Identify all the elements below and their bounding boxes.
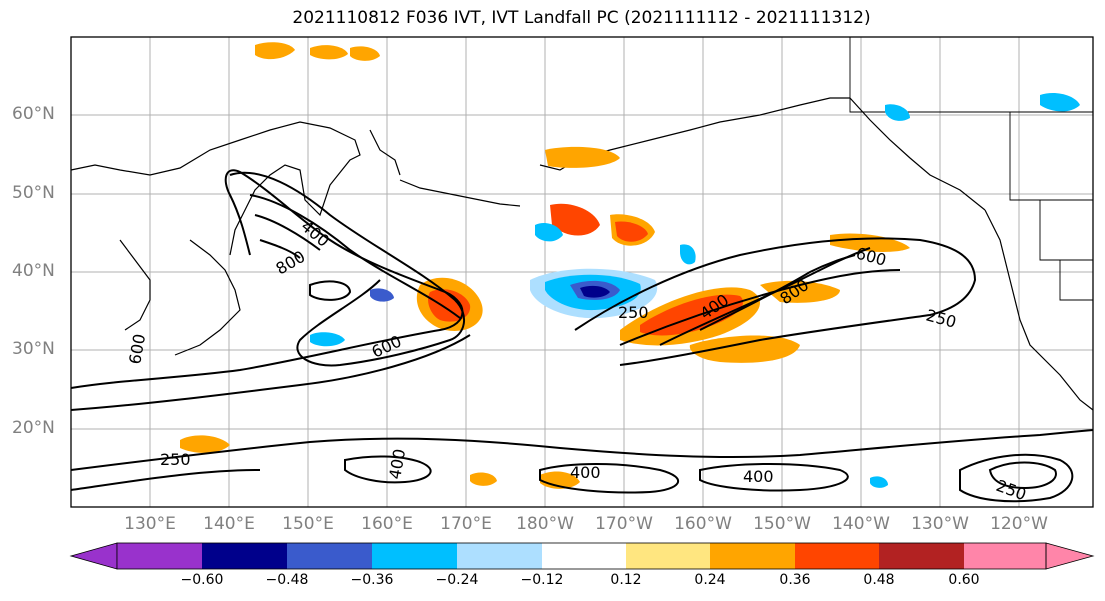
colorbar-tick: 0.24: [694, 572, 726, 588]
colorbar-extend-right: [1045, 542, 1095, 570]
lon-label-120w: 120°W: [990, 514, 1048, 534]
lon-label-160w: 160°W: [674, 514, 732, 534]
colorbar-tick: −0.12: [520, 572, 564, 588]
lat-label-50n: 50°N: [12, 183, 55, 203]
map-title: 2021110812 F036 IVT, IVT Landfall PC (20…: [292, 8, 871, 28]
contour-label: 250: [160, 450, 191, 469]
lon-label-170w: 170°W: [595, 514, 653, 534]
political-borders: [849, 37, 1093, 301]
colorbar-segment: [287, 543, 372, 569]
colorbar-segment: [457, 543, 542, 569]
colorbar-segment: [542, 543, 626, 569]
lat-label-60n: 60°N: [12, 104, 55, 124]
colorbar-tick: −0.60: [180, 572, 224, 588]
lon-label-130e: 130°E: [124, 514, 176, 534]
contour-label: 400: [743, 467, 774, 486]
lon-label-150e: 150°E: [282, 514, 334, 534]
colorbar-tick: −0.48: [265, 572, 309, 588]
colorbar-tick: 0.48: [863, 572, 895, 588]
colorbar-tick: 0.36: [779, 572, 811, 588]
colorbar-segment: [117, 543, 202, 569]
contour-label: 250: [618, 303, 649, 322]
colorbar-tick: −0.24: [435, 572, 479, 588]
negative-anomaly-shading: [310, 93, 1080, 488]
ivt-contours: [70, 169, 1094, 503]
lon-label-180w: 180°W: [516, 514, 574, 534]
lat-label-30n: 30°N: [12, 339, 55, 359]
map-frame: [70, 36, 1094, 508]
lon-label-130w: 130°W: [911, 514, 969, 534]
colorbar-tick: 0.60: [948, 572, 980, 588]
lon-label-170e: 170°E: [440, 514, 492, 534]
lat-label-20n: 20°N: [12, 418, 55, 438]
lon-label-160e: 160°E: [361, 514, 413, 534]
lon-label-140w: 140°W: [832, 514, 890, 534]
graticule: [71, 37, 1093, 507]
contour-label: 400: [570, 463, 601, 482]
colorbar-segment: [964, 543, 1046, 569]
colorbar-segment: [879, 543, 964, 569]
lon-label-150w: 150°W: [753, 514, 811, 534]
colorbar-segment: [710, 543, 795, 569]
colorbar-extend-left: [69, 542, 118, 570]
colorbar-segment: [626, 543, 710, 569]
colorbar-tick: 0.12: [610, 572, 642, 588]
colorbar-segment: [202, 543, 287, 569]
colorbar-segment: [795, 543, 879, 569]
coastlines: [70, 97, 1094, 411]
colorbar-tick: −0.36: [350, 572, 394, 588]
lat-label-40n: 40°N: [12, 261, 55, 281]
colorbar-segment: [372, 543, 457, 569]
colorbar: [69, 542, 1095, 570]
lon-label-140e: 140°E: [203, 514, 255, 534]
